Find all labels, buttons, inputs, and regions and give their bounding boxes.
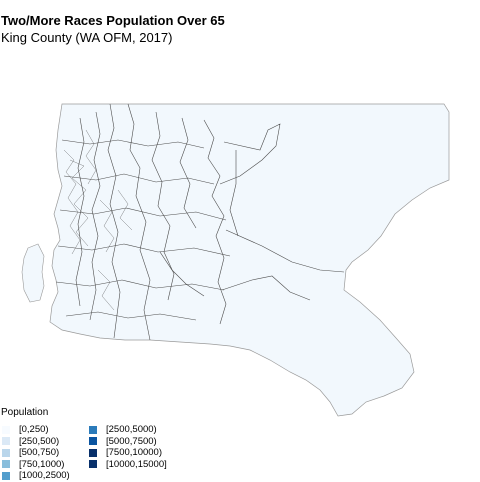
legend-label: [0,250) xyxy=(19,424,49,436)
legend-item: [2500,5000) xyxy=(89,424,167,436)
legend-label: [5000,7500) xyxy=(106,435,157,447)
legend-label: [250,500) xyxy=(19,435,60,447)
legend-swatch xyxy=(2,437,10,446)
legend-item: [250,500) xyxy=(2,436,70,448)
legend-label: [1000,2500) xyxy=(19,470,70,482)
legend-swatch xyxy=(89,448,97,457)
legend-label: [500,750) xyxy=(19,447,60,459)
legend-swatch xyxy=(89,460,97,469)
legend-title: Population xyxy=(1,407,49,418)
legend-label: [7500,10000) xyxy=(106,447,162,459)
legend-item: [5000,7500) xyxy=(89,436,167,448)
vashon-island xyxy=(21,243,45,303)
legend-label: [10000,15000] xyxy=(106,458,167,470)
map-subtitle: King County (WA OFM, 2017) xyxy=(1,30,173,45)
urban-core xyxy=(63,129,133,311)
legend-column-2: [2500,5000) [5000,7500) [7500,10000) [10000… xyxy=(89,424,167,470)
county-region xyxy=(49,103,450,417)
legend-label: [750,1000) xyxy=(19,458,65,470)
legend-swatch xyxy=(2,425,10,434)
legend-item: [7500,10000) xyxy=(89,447,167,459)
legend-swatch xyxy=(2,471,10,480)
legend-item: [500,750) xyxy=(2,447,70,459)
legend-swatch xyxy=(2,460,10,469)
legend-item: [750,1000) xyxy=(2,459,70,471)
tract-boundaries xyxy=(55,103,345,341)
legend-label: [2500,5000) xyxy=(106,424,157,436)
legend-item: [10000,15000] xyxy=(89,459,167,471)
map-title: Two/More Races Population Over 65 xyxy=(1,13,225,28)
map-legend: Population [0,250) [250,500) [500,750) [750… xyxy=(0,407,480,482)
legend-column-1: [0,250) [250,500) [500,750) [750,1000) [1000… xyxy=(2,424,70,482)
legend-swatch xyxy=(2,448,10,457)
legend-swatch xyxy=(89,437,97,446)
legend-swatch xyxy=(89,425,97,434)
legend-item: [0,250) xyxy=(2,424,70,436)
legend-item: [1000,2500) xyxy=(2,470,70,482)
